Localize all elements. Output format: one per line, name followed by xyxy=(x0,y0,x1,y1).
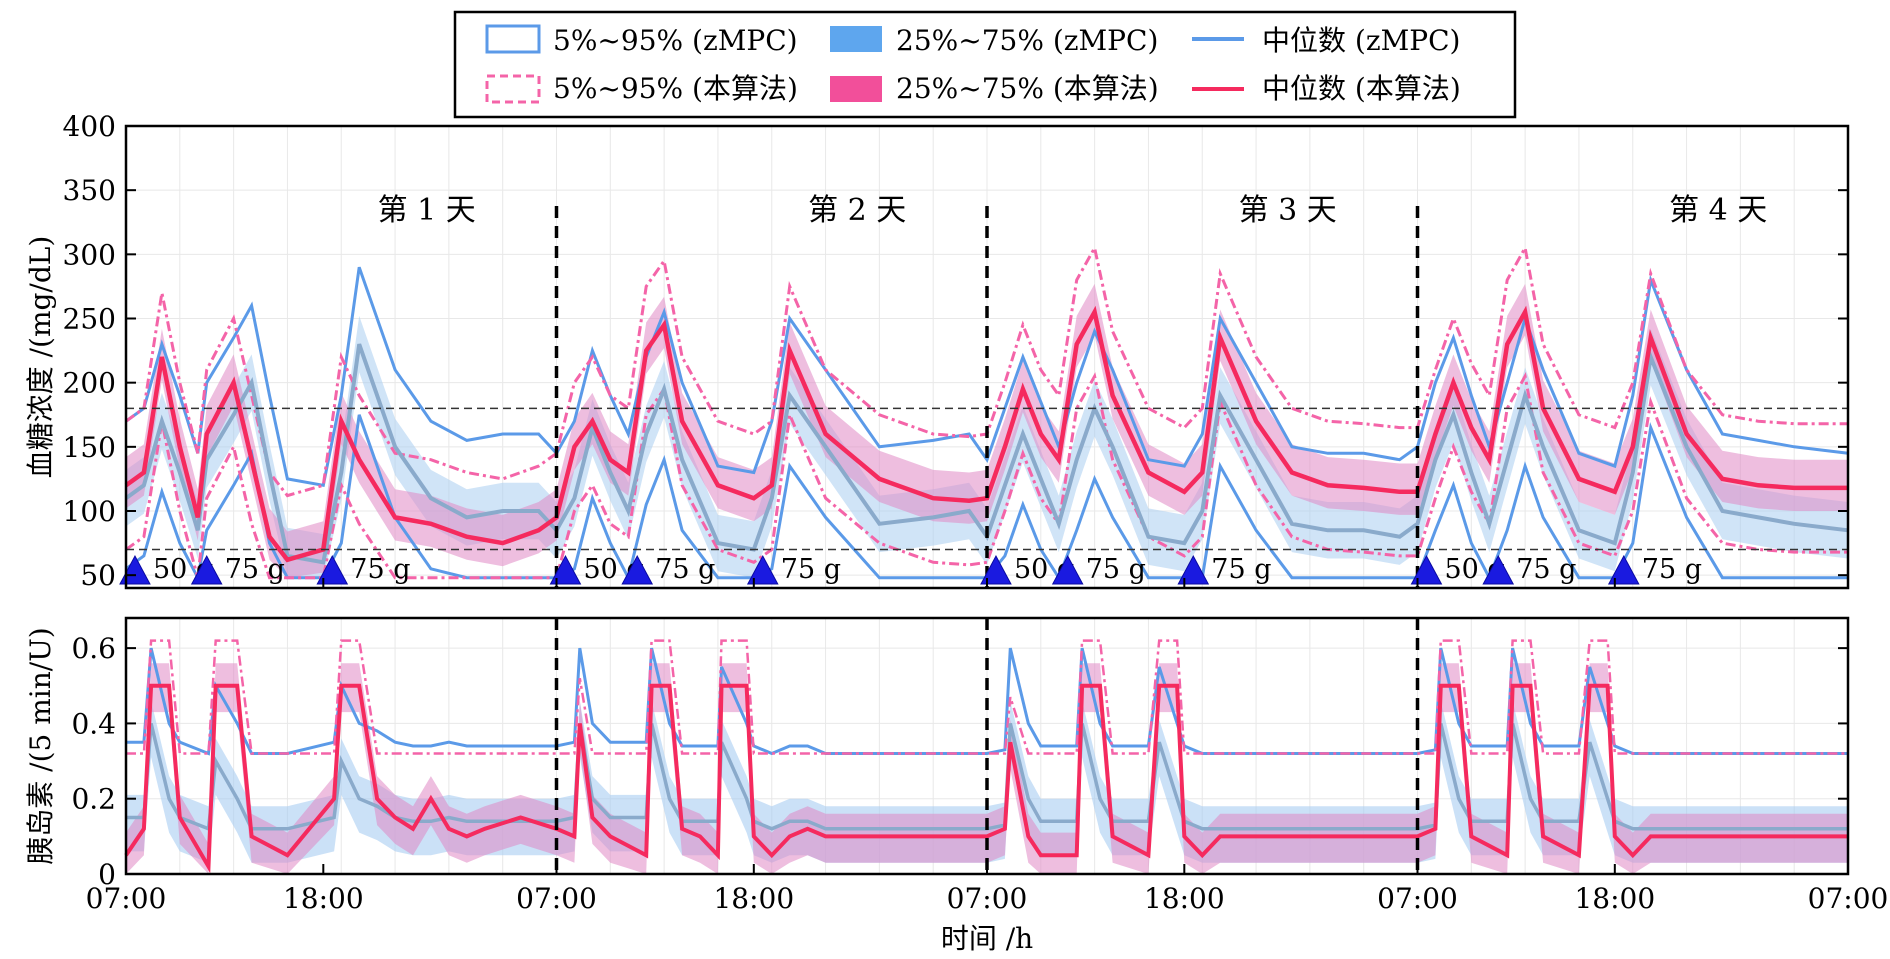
y-tick-label: 250 xyxy=(63,303,116,336)
glucose-lines xyxy=(124,243,1849,583)
meal-markers: 50 g 75 g 75 g 50 g 75 g 75 g 50 g 75 g 75 g 50 g… xyxy=(119,554,1702,585)
x-tick-label: 18:00 xyxy=(283,882,364,915)
x-tick-label: 07:00 xyxy=(1377,882,1458,915)
y-tick-label: 150 xyxy=(63,431,116,464)
legend-swatch-alg-outer xyxy=(485,74,541,104)
meal-triangle-icon xyxy=(119,554,151,585)
meal-triangle-icon xyxy=(1410,554,1443,585)
legend-label-alg-inner: 25%~75% (本算法) xyxy=(896,72,1159,105)
day-label: 第 2 天 xyxy=(808,193,906,228)
zmpc-median-line xyxy=(124,343,1849,565)
meal-label: 75 g xyxy=(1086,554,1146,585)
y-tick-label: 0.2 xyxy=(71,783,116,816)
meal-triangle-icon xyxy=(746,554,779,585)
legend-label-alg-median: 中位数 (本算法) xyxy=(1262,72,1461,105)
meal-label: 75 g xyxy=(1516,554,1576,585)
insulin-plot-frame xyxy=(124,616,1850,876)
day-labels: 第 1 天 第 2 天 第 3 天 第 4 天 xyxy=(378,193,1768,228)
meal-label: 75 g xyxy=(781,554,841,585)
insulin-y-ticks: 0 0.2 0.4 0.6 xyxy=(71,632,1848,891)
meal-triangle-icon xyxy=(1177,554,1210,585)
meal-triangle-icon xyxy=(1607,554,1640,585)
glucose-panel: 50 g 75 g 75 g 50 g 75 g 75 g 50 g 75 g 75 g 50 g… xyxy=(24,110,1850,592)
meal-triangle-icon xyxy=(1482,554,1515,585)
day-label: 第 3 天 xyxy=(1239,193,1337,228)
alg-95-line xyxy=(125,243,1848,498)
legend-swatch-zmpc-outer xyxy=(485,24,541,54)
insulin-panel: 0 0.2 0.4 0.6 07:00 18:00 07:00 18:00 07:00 18:0… xyxy=(24,578,1888,955)
x-tick-label: 07:00 xyxy=(516,882,597,915)
meal-triangle-icon xyxy=(621,554,654,585)
x-tick-label: 07:00 xyxy=(86,882,167,915)
alg-median-line xyxy=(124,305,1848,563)
x-tick-label: 18:00 xyxy=(1144,882,1225,915)
y-tick-label: 50 xyxy=(80,559,116,592)
insulin-lines xyxy=(124,639,1848,874)
x-ticks: 07:00 18:00 07:00 18:00 07:00 18:00 07:00 18:00… xyxy=(86,578,1889,915)
insulin-day-dividers xyxy=(554,618,1420,874)
y-tick-label: 400 xyxy=(63,110,116,143)
x-tick-label: 18:00 xyxy=(713,882,794,915)
zmpc-insulin-95-line xyxy=(126,647,1848,756)
meal-triangle-icon xyxy=(980,554,1012,585)
legend-label-zmpc-median: 中位数 (zMPC) xyxy=(1262,24,1460,57)
meal-triangle-icon xyxy=(190,554,223,585)
meal-triangle-icon xyxy=(549,554,582,585)
legend-label-zmpc-inner: 25%~75% (zMPC) xyxy=(896,24,1158,57)
y-tick-label: 100 xyxy=(63,495,116,528)
y-tick-label: 0.4 xyxy=(71,707,116,740)
meal-triangle-icon xyxy=(1051,554,1084,585)
day-label: 第 1 天 xyxy=(378,193,476,228)
alg-insulin-95-line xyxy=(126,639,1848,755)
x-tick-label: 07:00 xyxy=(947,882,1028,915)
meal-label: 75 g xyxy=(350,554,410,585)
meal-label: 75 g xyxy=(1211,554,1271,585)
zmpc-95-line xyxy=(125,266,1849,488)
glucose-y-axis-label: 血糖浓度 /(mg/dL) xyxy=(24,236,57,479)
glucose-reference-lines xyxy=(126,206,1848,588)
y-tick-label: 350 xyxy=(63,174,116,207)
y-tick-label: 0 xyxy=(98,858,116,891)
glucose-y-ticks: 50 100 150 200 250 300 350 400 xyxy=(63,110,1848,592)
legend-label-zmpc-outer: 5%~95% (zMPC) xyxy=(553,24,798,57)
meal-label: 75 g xyxy=(1642,554,1702,585)
legend: 5%~95% (zMPC) 25%~75% (zMPC) 中位数 (zMPC) … xyxy=(453,10,1517,119)
x-tick-label: 07:00 xyxy=(1808,882,1889,915)
x-axis-label: 时间 /h xyxy=(941,922,1033,955)
legend-label-alg-outer: 5%~95% (本算法) xyxy=(553,72,798,105)
legend-swatch-zmpc-inner xyxy=(830,26,882,52)
y-tick-label: 0.6 xyxy=(71,632,116,665)
y-tick-label: 300 xyxy=(63,238,116,271)
alg-insulin-median-line xyxy=(124,683,1848,874)
legend-swatch-alg-inner xyxy=(830,76,882,102)
alg-5-line xyxy=(125,371,1848,580)
day-label: 第 4 天 xyxy=(1669,193,1767,228)
zmpc-5-line xyxy=(125,414,1848,583)
meal-triangle-icon xyxy=(316,554,349,585)
y-tick-label: 200 xyxy=(63,367,116,400)
insulin-y-axis-label: 胰岛素 /(5 min/U) xyxy=(24,627,57,864)
x-tick-label: 18:00 xyxy=(1574,882,1655,915)
meal-label: 75 g xyxy=(655,554,715,585)
meal-label: 75 g xyxy=(225,554,285,585)
alg-25-75-band xyxy=(126,283,1848,578)
